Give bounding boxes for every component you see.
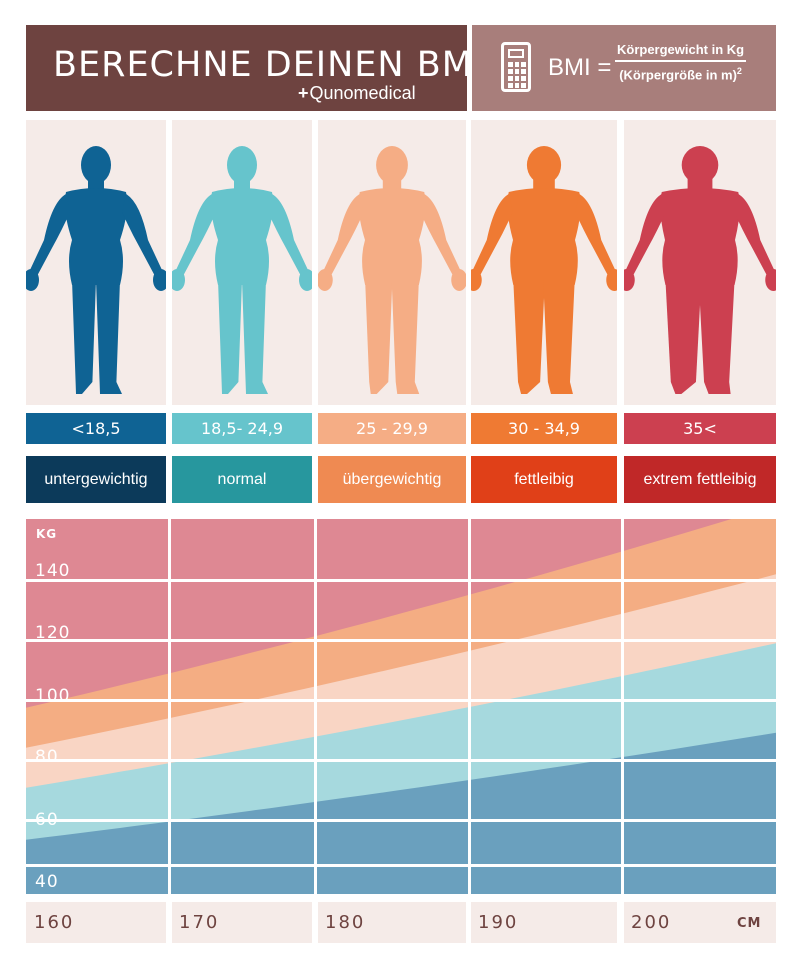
category-label-extreme-obese: extrem fettleibig: [624, 456, 776, 503]
formula-exponent: 2: [736, 66, 742, 76]
grid-line: [26, 639, 776, 642]
formula-fraction: Körpergewicht in Kg (Körpergröße in m)2: [615, 42, 747, 83]
x-axis-cell: [471, 902, 617, 943]
x-axis-cell: [26, 902, 166, 943]
range-bar-normal: 18,5- 24,9: [172, 413, 312, 444]
grid-line: [621, 519, 624, 894]
y-tick-label: 40: [35, 872, 59, 892]
range-bar-obese: 30 - 34,9: [471, 413, 617, 444]
x-tick-label: 200: [631, 912, 672, 933]
figure-column: [624, 120, 776, 405]
grid-line: [26, 579, 776, 582]
bmi-band-underweight: [26, 732, 776, 894]
y-tick-label: 80: [35, 747, 59, 767]
page-title: BERECHNE DEINEN BMI: [53, 45, 485, 85]
x-axis-cell: [172, 902, 312, 943]
y-axis-unit: KG: [36, 527, 58, 541]
brand-logo: +Qunomedical: [298, 83, 416, 104]
figure-column: [26, 120, 166, 405]
category-label-underweight: untergewichtig: [26, 456, 166, 503]
body-silhouette-icon: [624, 146, 776, 394]
x-tick-label: 180: [325, 912, 366, 933]
x-axis-cell: [624, 902, 776, 943]
figure-column: [172, 120, 312, 405]
body-silhouette-icon: [318, 146, 466, 394]
x-axis-unit: CM: [737, 916, 762, 931]
range-bar-overweight: 25 - 29,9: [318, 413, 466, 444]
y-tick-label: 140: [35, 561, 71, 581]
grid-line: [26, 759, 776, 762]
x-tick-label: 190: [478, 912, 519, 933]
x-axis-cell: [318, 902, 466, 943]
figure-column: [318, 120, 466, 405]
header-title-panel: BERECHNE DEINEN BMI +Qunomedical: [26, 25, 483, 111]
formula-numerator: Körpergewicht in Kg: [615, 42, 747, 62]
formula-label: BMI =: [548, 54, 612, 81]
y-tick-label: 100: [35, 686, 71, 706]
range-bar-extreme-obese: 35<: [624, 413, 776, 444]
bmi-weight-height-chart: [26, 519, 776, 894]
grid-line: [26, 864, 776, 867]
category-label-obese: fettleibig: [471, 456, 617, 503]
body-silhouette-icon: [26, 146, 166, 394]
grid-line: [168, 519, 171, 894]
category-label-overweight: übergewichtig: [318, 456, 466, 503]
formula-denominator: (Körpergröße in m): [619, 67, 737, 83]
brand-cross-icon: +: [298, 83, 309, 103]
formula-panel: BMI = Körpergewicht in Kg (Körpergröße i…: [472, 25, 776, 111]
grid-line: [26, 699, 776, 702]
calculator-icon: [501, 42, 531, 92]
body-silhouette-icon: [471, 146, 617, 394]
range-bar-underweight: <18,5: [26, 413, 166, 444]
figure-column: [471, 120, 617, 405]
body-silhouette-icon: [172, 146, 312, 394]
grid-line: [26, 819, 776, 822]
x-axis: 160 170 180 190 200 CM: [26, 902, 776, 943]
grid-line: [468, 519, 471, 894]
category-label-normal: normal: [172, 456, 312, 503]
x-tick-label: 170: [179, 912, 220, 933]
grid-line: [314, 519, 317, 894]
brand-name: Qunomedical: [309, 83, 416, 103]
y-tick-label: 60: [35, 810, 59, 830]
y-tick-label: 120: [35, 623, 71, 643]
x-tick-label: 160: [34, 912, 75, 933]
